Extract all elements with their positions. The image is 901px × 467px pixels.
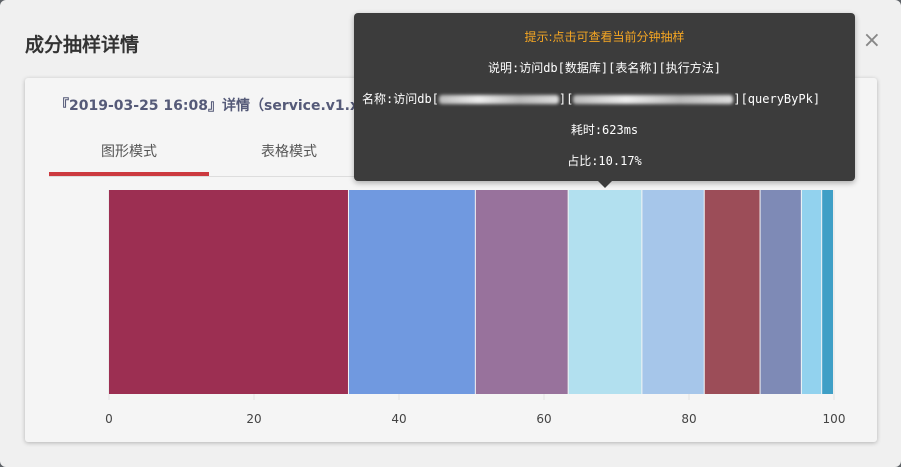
redacted-text [573,95,734,104]
tooltip-name-separator: ][ [558,92,574,106]
bar-segment-8[interactable] [801,190,822,394]
bar-segment-1[interactable] [109,190,348,394]
redacted-text [438,95,559,104]
tooltip-elapsed: 耗时:623ms [570,123,639,137]
x-tick-label: 100 [823,412,846,426]
tooltip-name: 名称:访问db[ ][ ][queryByPk] [362,90,863,107]
tooltip-hint: 提示:点击可查看当前分钟抽样 [524,30,685,44]
bar-segment-7[interactable] [760,190,801,394]
bar-segment-5[interactable] [642,190,704,394]
chart-tick-labels: 0 20 40 60 80 100 [105,412,845,426]
tooltip-description: 说明:访问db[数据库][表名称][执行方法] [487,61,722,75]
bar-segment-4[interactable] [568,190,642,394]
x-tick-label: 20 [246,412,261,426]
x-tick-label: 40 [391,412,406,426]
bar-segment-9[interactable] [822,190,833,394]
tooltip-name-method: ][queryByPk] [733,92,821,106]
x-tick-label: 60 [536,412,551,426]
tooltip-ratio: 占比:10.17% [567,154,642,168]
modal-title: 成分抽样详情 [25,34,140,56]
bar-segment-6[interactable] [704,190,760,394]
chart-bars [109,190,833,394]
stacked-bar-chart: 0 20 40 60 80 100 [105,190,845,426]
bar-segment-2[interactable] [348,190,475,394]
tooltip-name-prefix: 名称:访问db[ [362,92,439,106]
close-icon[interactable]: × [862,28,881,53]
tab-chart-mode[interactable]: 图形模式 [49,138,209,176]
bar-segment-3[interactable] [475,190,568,394]
chart-tooltip: 提示:点击可查看当前分钟抽样 说明:访问db[数据库][表名称][执行方法] 名… [354,13,855,181]
x-tick-label: 80 [681,412,696,426]
x-tick-label: 0 [105,412,113,426]
tab-table-mode[interactable]: 表格模式 [261,144,317,160]
tooltip-arrow [598,181,612,188]
